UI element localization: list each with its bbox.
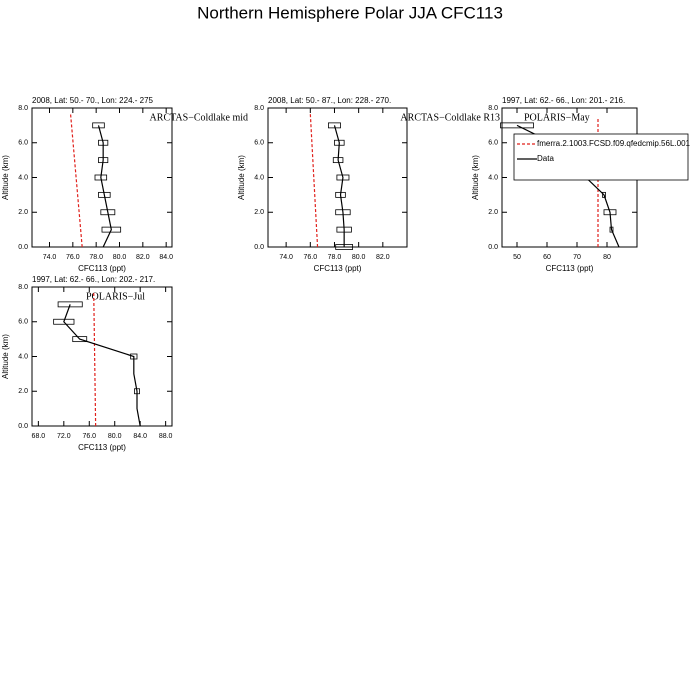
x-tick-label: 60 (543, 254, 551, 261)
x-tick-label: 84.0 (133, 433, 147, 440)
x-tick-label: 76.0 (82, 433, 96, 440)
model-line (69, 113, 83, 248)
figure-title: Northern Hemisphere Polar JJA CFC113 (197, 3, 503, 22)
range-box (335, 244, 354, 250)
y-tick-label: 2.0 (18, 209, 28, 216)
x-tick-label: 80 (603, 254, 611, 261)
y-tick-label: 4.0 (488, 174, 498, 181)
x-tick-label: 74.0 (279, 254, 293, 261)
panel-subtitle: 2008, Lat: 50.- 70., Lon: 224.- 275 (32, 96, 154, 105)
x-tick-label: 88.0 (159, 433, 173, 440)
range-box (72, 336, 88, 343)
range-box (335, 209, 351, 216)
x-tick-label: 78.0 (89, 254, 103, 261)
legend-label: Data (537, 154, 554, 163)
range-box (336, 226, 352, 233)
x-axis-label: CFC113 (ppt) (78, 264, 126, 273)
x-axis-label: CFC113 (ppt) (78, 443, 126, 452)
panel-subtitle: 2008, Lat: 50.- 87., Lon: 228.- 270. (268, 96, 391, 105)
x-tick-label: 72.0 (57, 433, 71, 440)
x-axis-label: CFC113 (ppt) (314, 264, 362, 273)
range-box (335, 191, 346, 198)
y-tick-label: 6.0 (18, 140, 28, 147)
panel-annotation: ARCTAS−Coldlake R13 (400, 112, 500, 123)
x-tick-label: 80.0 (113, 254, 127, 261)
legend-box (513, 133, 689, 181)
range-box (332, 157, 344, 164)
x-tick-label: 74.0 (43, 254, 57, 261)
range-box (94, 174, 108, 181)
range-box (98, 157, 109, 164)
x-tick-label: 80.0 (352, 254, 366, 261)
plot-frame (267, 107, 408, 248)
model-line (309, 113, 319, 248)
y-tick-label: 6.0 (254, 140, 264, 147)
panel-annotation: POLARIS−May (524, 112, 590, 123)
y-axis-label: Altitude (km) (1, 155, 10, 200)
range-box (98, 139, 109, 146)
range-box (98, 191, 111, 198)
data-line (63, 304, 141, 427)
range-box (134, 388, 140, 395)
plot-frame (31, 107, 173, 248)
y-tick-label: 0.0 (18, 244, 28, 251)
range-box (92, 122, 105, 129)
y-tick-label: 8.0 (488, 105, 498, 112)
y-tick-label: 2.0 (18, 388, 28, 395)
legend-label: fmerra.2.1003.FCSD.f09.qfedcmip.56L.001 (537, 139, 691, 148)
x-tick-label: 84.0 (159, 254, 173, 261)
y-tick-label: 4.0 (18, 353, 28, 360)
x-tick-label: 78.0 (328, 254, 342, 261)
y-tick-label: 4.0 (254, 174, 264, 181)
x-tick-label: 50 (513, 254, 521, 261)
data-line (97, 125, 112, 248)
x-tick-label: 80.0 (108, 433, 122, 440)
range-box (101, 226, 122, 233)
range-box (53, 318, 75, 325)
plot-frame (31, 286, 173, 427)
x-tick-label: 82.0 (376, 254, 390, 261)
y-tick-label: 2.0 (254, 209, 264, 216)
model-line (93, 292, 97, 427)
range-box (57, 301, 83, 308)
y-tick-label: 8.0 (254, 105, 264, 112)
range-box (500, 122, 534, 129)
y-tick-label: 8.0 (18, 105, 28, 112)
y-tick-label: 6.0 (488, 140, 498, 147)
panel-annotation: POLARIS−Jul (86, 291, 145, 302)
x-tick-label: 76.0 (66, 254, 80, 261)
y-tick-label: 0.0 (254, 244, 264, 251)
y-tick-label: 6.0 (18, 319, 28, 326)
y-tick-label: 8.0 (18, 284, 28, 291)
y-axis-label: Altitude (km) (1, 334, 10, 379)
y-tick-label: 0.0 (18, 423, 28, 430)
panel-subtitle: 1997, Lat: 62.- 66., Lon: 202.- 217. (32, 275, 155, 284)
data-line (333, 125, 345, 247)
x-tick-label: 68.0 (32, 433, 46, 440)
range-box (130, 353, 138, 360)
range-box (609, 226, 614, 233)
x-tick-label: 76.0 (303, 254, 317, 261)
range-box (602, 191, 606, 198)
range-box (603, 209, 617, 216)
x-tick-label: 70 (573, 254, 581, 261)
range-box (336, 174, 350, 181)
y-tick-label: 4.0 (18, 174, 28, 181)
panel-annotation: ARCTAS−Coldlake mid (150, 112, 248, 123)
range-box (328, 122, 341, 129)
range-box (334, 139, 345, 146)
x-tick-label: 82.0 (136, 254, 150, 261)
range-box (100, 209, 116, 216)
y-tick-label: 2.0 (488, 209, 498, 216)
x-axis-label: CFC113 (ppt) (546, 264, 594, 273)
panel-subtitle: 1997, Lat: 62.- 66., Lon: 201.- 216. (502, 96, 625, 105)
y-axis-label: Altitude (km) (471, 155, 480, 200)
y-tick-label: 0.0 (488, 244, 498, 251)
y-axis-label: Altitude (km) (237, 155, 246, 200)
